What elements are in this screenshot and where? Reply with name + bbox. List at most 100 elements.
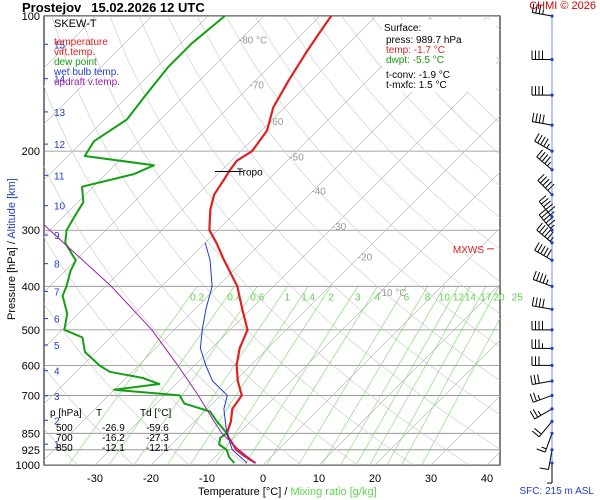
wind-barb-staff bbox=[532, 12, 553, 17]
wind-barb-half bbox=[542, 9, 545, 15]
wind-barb bbox=[536, 222, 554, 245]
wind-barb-flag bbox=[543, 138, 549, 147]
wind-barb-flag bbox=[536, 149, 543, 158]
series-line bbox=[199, 242, 248, 464]
wind-barb bbox=[531, 86, 554, 97]
mixing-ratio-label: 1 bbox=[285, 292, 291, 303]
wind-barb-flag bbox=[535, 4, 538, 14]
surface-elevation-label: SFC: 215 m ASL bbox=[519, 486, 594, 497]
copyright-label: CHMI © 2026 bbox=[529, 0, 596, 12]
altitude-tick-label: 15 bbox=[54, 40, 66, 51]
pressure-tick-label: 400 bbox=[22, 281, 40, 293]
dry-adiabat-line bbox=[44, 165, 302, 465]
mixing-ratio-label: 12 bbox=[453, 292, 465, 303]
wind-barb-half bbox=[550, 211, 555, 216]
wind-barb-staff bbox=[532, 380, 553, 385]
altitude-tick-label: 3 bbox=[54, 392, 60, 403]
wind-barb bbox=[530, 374, 554, 385]
wind-barb-half bbox=[550, 224, 555, 229]
dry-adiabat-line bbox=[109, 16, 500, 450]
x-axis-label: Temperature [°C] / Mixing ratio [g/kg] bbox=[198, 486, 377, 498]
wind-barb-flag bbox=[531, 430, 540, 438]
x-tick-label: 10 bbox=[313, 473, 325, 485]
dry-adiabat-line bbox=[196, 16, 500, 348]
wind-barb-flag bbox=[535, 297, 538, 307]
wind-barb-flag bbox=[541, 211, 549, 218]
wind-barbs bbox=[529, 3, 556, 484]
wind-barb-flag bbox=[538, 113, 542, 123]
altitude-tick-label: 6 bbox=[54, 315, 60, 326]
wind-barb-flag bbox=[547, 206, 556, 213]
wind-barb bbox=[536, 149, 554, 172]
dry-adiabat-line bbox=[516, 16, 600, 465]
isotherm-line bbox=[44, 16, 209, 181]
mixing-ratio-label: 6 bbox=[404, 292, 410, 303]
wind-barb-flag bbox=[546, 249, 552, 258]
legend-item: wet bulb temp. bbox=[53, 67, 119, 78]
x-axis-label-temp: Temperature [°C] bbox=[198, 486, 282, 498]
wind-barb-flag bbox=[529, 393, 534, 403]
isotherm-line bbox=[44, 16, 321, 293]
mixing-ratio-line bbox=[321, 286, 428, 465]
table-cell: 850 bbox=[56, 443, 73, 454]
legend-item: virt.temp. bbox=[54, 47, 95, 58]
wind-barb-flag bbox=[542, 114, 545, 124]
wind-barb bbox=[531, 356, 554, 367]
wind-barb-flag bbox=[537, 243, 543, 253]
surface-tmxfc: t-mxfc: 1.5 °C bbox=[386, 80, 447, 91]
wind-barb-flag bbox=[542, 298, 545, 308]
wind-barb-flag bbox=[544, 181, 552, 189]
wind-barb-flag bbox=[542, 178, 550, 186]
mixing-ratio-label: 1.4 bbox=[301, 292, 315, 303]
x-tick-label: 20 bbox=[369, 473, 381, 485]
dry-adiabat-line bbox=[486, 16, 500, 31]
background-lines bbox=[44, 16, 600, 465]
wind-barb-flag bbox=[545, 203, 554, 210]
isotherm-line bbox=[262, 227, 500, 465]
mixing-ratio-label: 0.6 bbox=[250, 292, 264, 303]
dry-adiabat-line bbox=[44, 366, 134, 465]
wind-barb-flag bbox=[534, 242, 540, 251]
wind-barb-flag bbox=[541, 227, 549, 235]
isotherm-line bbox=[44, 16, 377, 349]
dry-adiabat-line bbox=[312, 16, 500, 218]
wind-barb-flag bbox=[533, 374, 537, 384]
dry-adiabat-line bbox=[167, 16, 500, 381]
mixing-ratio-line bbox=[266, 286, 378, 465]
wind-barb-flag bbox=[532, 392, 537, 402]
wind-barb bbox=[531, 112, 554, 127]
wind-barb-half bbox=[541, 446, 547, 450]
wind-barb-flag bbox=[536, 222, 543, 231]
isotherm-line bbox=[44, 16, 433, 405]
mixing-ratio-line bbox=[244, 286, 359, 465]
table-cell: -59.6 bbox=[146, 423, 169, 434]
legend-item: temperature bbox=[54, 37, 108, 48]
y-axis-label-sep: / bbox=[6, 238, 18, 248]
wind-barb-half bbox=[547, 161, 552, 167]
altitude-tick-label: 4 bbox=[54, 367, 60, 378]
dry-adiabat-line bbox=[44, 236, 246, 465]
wind-barb-flag bbox=[544, 156, 551, 164]
x-tick-label: 0 bbox=[260, 473, 266, 485]
x-tick-label: 40 bbox=[481, 473, 493, 485]
mixing-ratio-line bbox=[401, 286, 500, 465]
table-header: p [hPa] bbox=[50, 408, 82, 419]
wind-barb bbox=[529, 407, 554, 420]
dry-adiabat-line bbox=[545, 16, 600, 465]
isotherm-label: -10 °C bbox=[378, 288, 406, 299]
mixing-ratio-line bbox=[298, 286, 407, 465]
wind-barb-flag bbox=[547, 219, 556, 227]
wind-barb bbox=[537, 173, 555, 197]
wind-barb bbox=[547, 461, 554, 484]
isotherm-line bbox=[150, 115, 500, 465]
isotherm-label: -70 bbox=[250, 80, 265, 91]
mixing-ratio-line bbox=[166, 286, 288, 465]
table-header: Td [°C] bbox=[140, 408, 171, 419]
surface-tconv: t-conv: -1.9 °C bbox=[386, 70, 450, 81]
dry-adiabat-line bbox=[283, 16, 500, 250]
wind-barb-staff bbox=[538, 421, 553, 438]
isotherm-label: -50 bbox=[289, 153, 304, 164]
pressure-tick-label: 500 bbox=[22, 325, 40, 337]
